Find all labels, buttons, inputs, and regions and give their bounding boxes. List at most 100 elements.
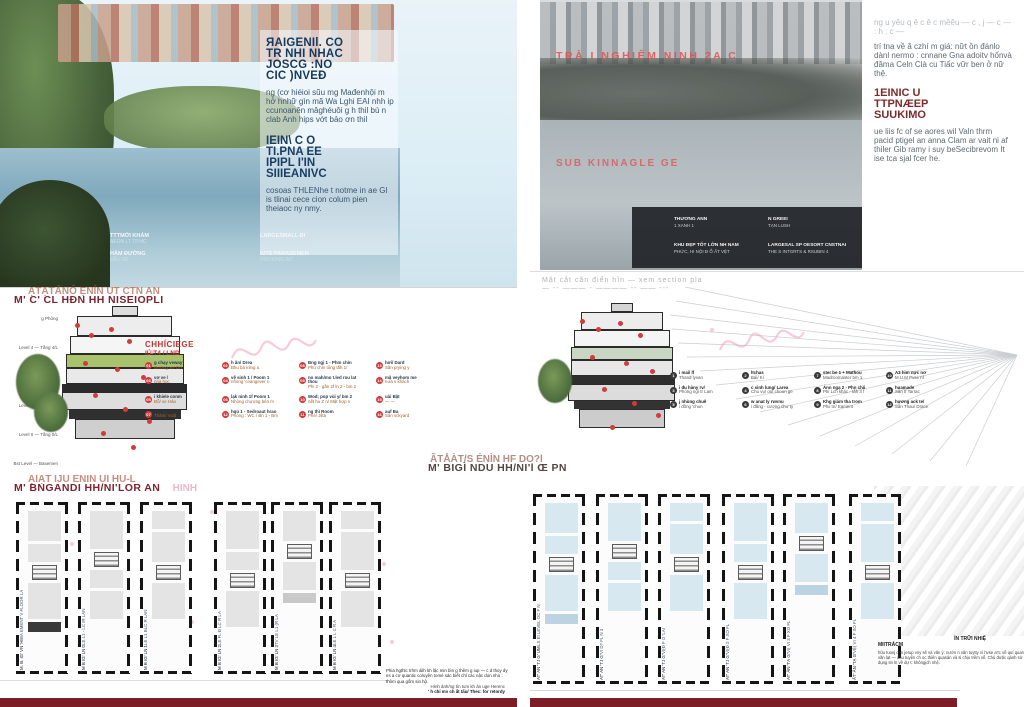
legend-number-badge: 09 <box>299 376 306 384</box>
room-block <box>341 532 374 570</box>
room-block <box>152 532 185 562</box>
wall <box>271 671 323 674</box>
legend-number-badge: 06 <box>222 395 229 403</box>
roof-stub <box>111 306 138 316</box>
footer-bar <box>0 698 517 707</box>
legend-number-badge: 14 <box>376 376 383 384</box>
floor-plan-strip: AT' AN 'TJ G' VI D? FL N 3 <box>596 494 648 684</box>
legend-item: 07, tầng/Thâm/ Void <box>145 408 177 419</box>
legend-title: CHHÍCIEGE <box>145 340 194 349</box>
feature-item: LARGESMALL ĐI THE T AEON I HCMC <box>260 233 309 245</box>
floor-slab <box>65 368 184 384</box>
room-block <box>28 583 61 619</box>
legend-item: 11 ng thì Room Phè/ Jilta <box>299 408 334 419</box>
room-block <box>283 511 316 541</box>
stair-block <box>156 565 181 580</box>
floor-plan-strip: M B IG' LN 0 LE L1 - LC IR LAN <box>78 502 130 674</box>
legend-number-badge: 12 <box>222 410 229 418</box>
room-block <box>283 593 316 603</box>
floor-plan-strip-label: AT' AN 'TJ G' VI(Đ 2 F XO FL <box>725 624 730 680</box>
legend-number-badge: 11 <box>299 410 306 418</box>
basement-slab <box>74 419 175 439</box>
room-block <box>341 591 374 627</box>
room-block <box>861 503 894 521</box>
floor-plan-strip: AT' AN 'TJ G' VI(Đ F O 'LAI <box>658 494 710 684</box>
legend-item: 7 ster be 1 + Mathou Madroomaster bm 1 <box>814 370 876 381</box>
room-block <box>90 570 123 588</box>
headline: ЯAIGENIl. CO TR NHI NHAC JOSCG :NO CIC )… <box>266 37 344 82</box>
stair-block <box>230 573 255 588</box>
wall <box>78 502 130 505</box>
legend-number-badge: 01 <box>145 362 152 369</box>
feature-item: IUTE PARASEMEN PRIVKING INT <box>260 251 309 263</box>
floor-plan-strip-label: AT' AN 'TJ G' UM LS EI LEVEL OC F N <box>536 604 541 680</box>
legend-item: 12 hqủ 1 - Sedroaut hrao Phòng : WC / Bn 1… <box>222 408 278 419</box>
building-cross-section-drawing <box>568 303 675 463</box>
floor-plan-strip: M B IG' LN 2 LE FL Đ LC R LA <box>214 502 266 674</box>
roof-stub <box>610 303 633 312</box>
room-block <box>341 511 374 529</box>
disclaimer-block: ỈN TRỮI NHIỆ MIITRÁCM hũu tuonj con jeru… <box>878 636 1024 665</box>
legend-number-badge: 4 <box>742 386 749 394</box>
floor-plan-strip-label: M B IG' LN 0 LE L1 - LC IR LAN <box>81 608 86 670</box>
room-block <box>670 575 703 611</box>
legend-item: 12 hương ack te/Sân Thau/ Drace <box>886 399 929 409</box>
legend-number-badge: 08 <box>299 362 306 369</box>
wall <box>849 494 901 497</box>
room-block <box>226 511 259 549</box>
stair-block <box>32 565 57 580</box>
legend-item: 05 i khiele conm Đỗ/ xe Hảo <box>145 393 182 404</box>
wall <box>783 494 835 497</box>
dark-slab <box>68 410 181 419</box>
room-block <box>226 591 259 627</box>
floor-plan-strip: AT' ÂN 'TẠ G' VỊ( VI 3 F XO FL <box>783 494 835 684</box>
room-block <box>670 524 703 554</box>
wall <box>658 681 710 684</box>
wall <box>329 671 381 674</box>
right-page-copy: ng u yêu q ê c ê c mềêu — c , j — c — : … <box>862 10 1022 265</box>
reference-footnote: Hình ảnh/ng tín tum kh ản uge Herenc ' h… <box>428 684 505 695</box>
legend-number-badge: 1 <box>670 372 677 379</box>
legend-number-badge: 12 <box>886 401 893 409</box>
floor-plan-strip-label: M. B. IG' VN 'HI BA EMENT V FLOOR LA <box>19 590 24 670</box>
room-block <box>734 583 767 619</box>
unit-floor-plans-left: ẠIẠT IJU ENIN UI HU-L M' BNGANDI HH/NI'L… <box>0 474 517 707</box>
trees-photo-area <box>0 180 110 287</box>
wall <box>596 494 648 497</box>
legend-number-badge: 6 <box>742 401 749 409</box>
room-block <box>283 562 316 590</box>
room-block <box>795 503 828 533</box>
floor-plan-strip-label: M B IG' LN 3 TV LE L1 (R LA <box>274 614 279 670</box>
building-cross-section-drawing <box>62 306 187 466</box>
wall <box>16 502 68 505</box>
stair-block <box>674 557 699 572</box>
rooms <box>26 508 63 668</box>
floor-plan-strip: M B IG' LN 1 LE L1 BLC R LAN <box>140 502 192 674</box>
wall <box>271 502 323 505</box>
legend-item: 10 A3 hìm nực nơ M.U.M Pvse nf <box>886 370 927 380</box>
rooms <box>88 508 125 668</box>
feature-item: TTTMỚI KHÁM AEON LT TP.HC <box>110 233 149 245</box>
rooms <box>732 500 769 678</box>
legend-items: 01 g chạy veway Đường xe/ Dri 03 vơ ve / nhà… <box>145 360 445 424</box>
legend-item: 02 h ân/ Drea Bhu bà inlng a <box>222 360 260 370</box>
legend-number-badge: 10 <box>299 395 306 403</box>
body-paragraph: ue liis fc of se aores wil Valn thrm pac… <box>874 127 1008 163</box>
feature-item: LARGESAL SP OESORT CNSTNAI THE S INTGRTS… <box>768 243 847 254</box>
unit-floor-plans-right: AT' AN 'TJ G' UM LS EI LEVEL OC F N AT' A… <box>530 478 1024 707</box>
room-block <box>545 536 578 554</box>
floor-slab <box>573 330 670 347</box>
legend-number-badge: 5 <box>670 401 677 409</box>
floor-plan-strip: M B IG' LN 4 LE L L C R A <box>329 502 381 674</box>
wall <box>658 494 710 497</box>
wall <box>140 671 192 674</box>
text-backdrop <box>260 30 398 255</box>
feature-bar: THƯƠNG ANN 1 XANH 1 N GREEI TẠN LUSH KHU… <box>632 207 862 268</box>
room-block <box>545 503 578 533</box>
floor-slab <box>580 312 663 330</box>
legend-number-badge: 04 <box>222 376 229 384</box>
legend-item: 2 ltchas Bái/ Kì <box>742 370 804 381</box>
